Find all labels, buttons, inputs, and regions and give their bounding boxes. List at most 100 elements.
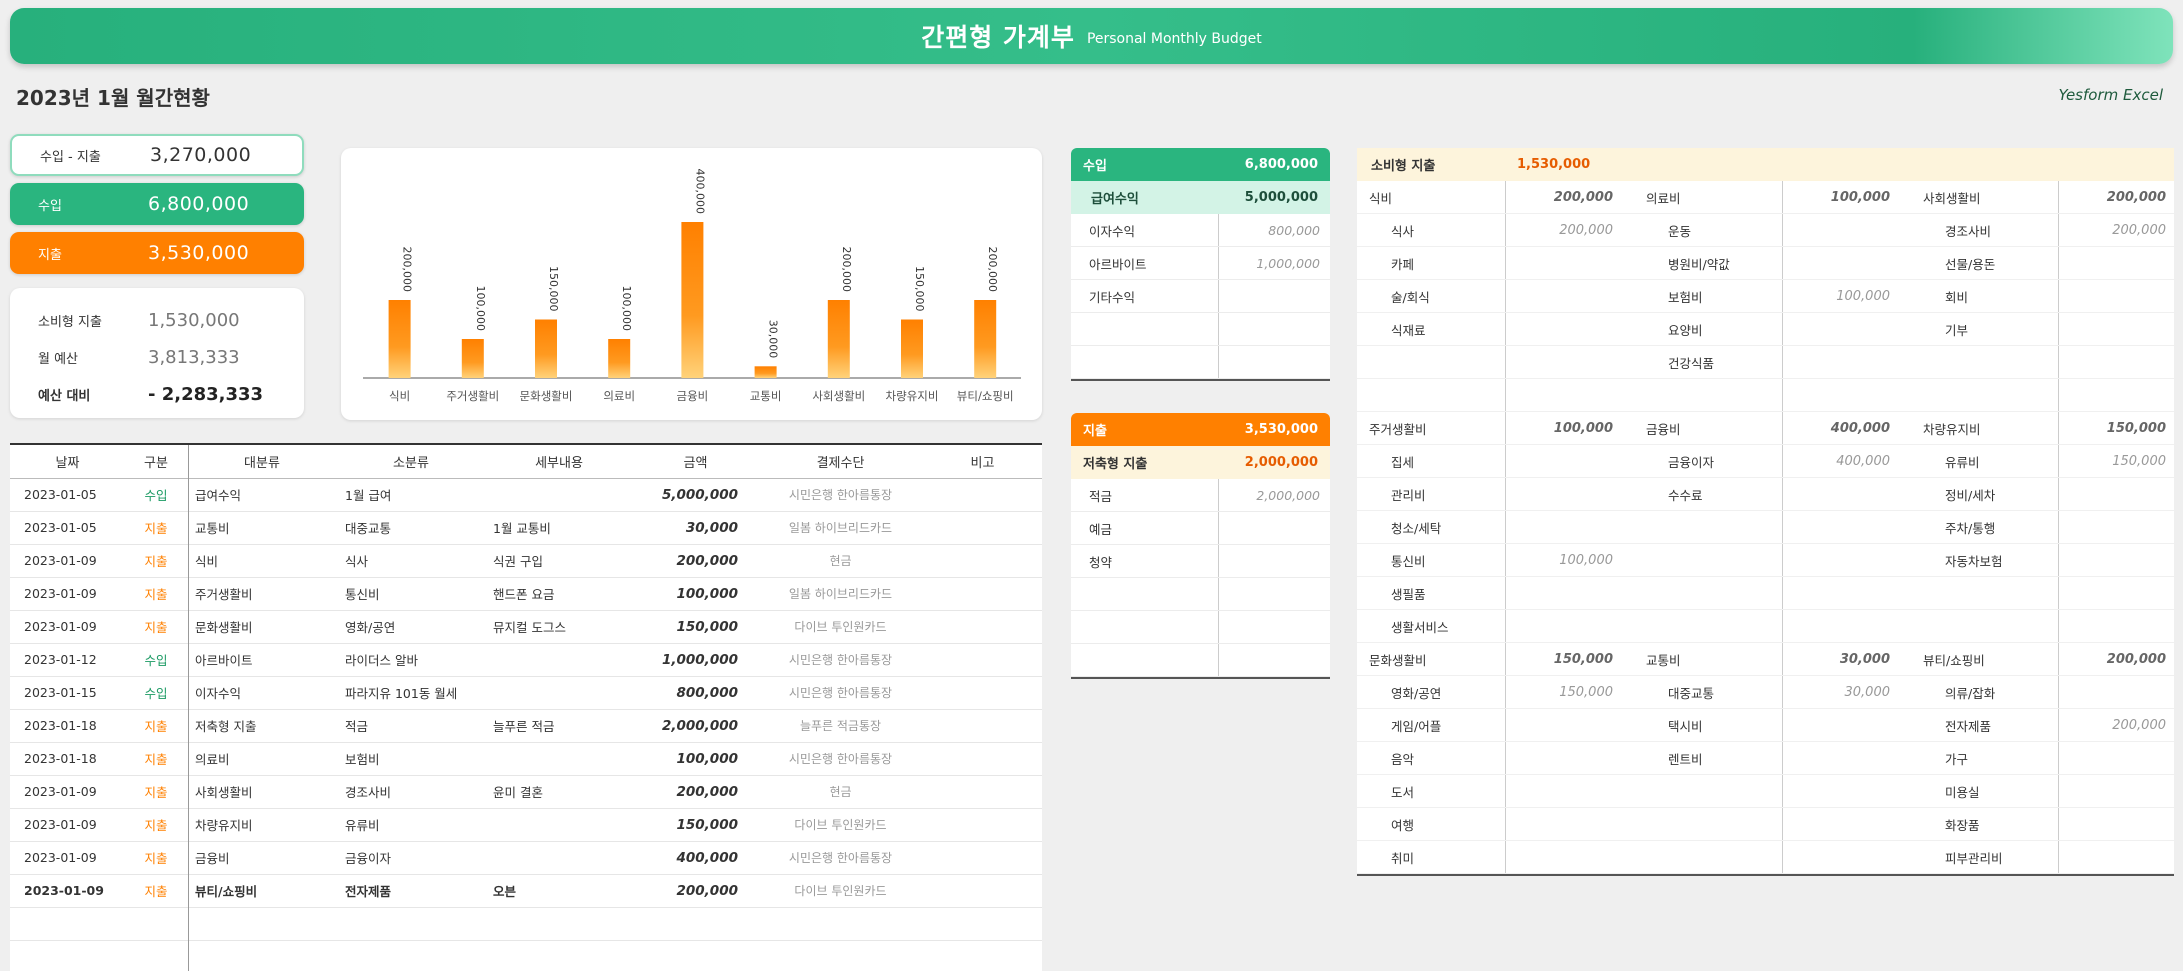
subcategory-value [1505,346,1621,378]
category-total: 100,000 [1782,181,1898,213]
subcategory-value [1505,511,1621,543]
ledger-note [923,841,1042,875]
subcategory-row: 가구 [1911,742,2174,775]
subcategory-value [1505,577,1621,609]
col-note: 비고 [923,445,1042,479]
ledger-payment: 현금 [758,544,923,578]
subcategory-row: 자동차보험 [1911,544,2174,577]
chart-data-label: 200,000 [840,247,853,293]
subcategory-name: 관리비 [1391,487,1426,503]
empty-cell [187,940,337,971]
subcategory-name: 병원비/약값 [1668,256,1730,272]
net-summary: 수입 - 지출 3,270,000 [10,134,304,176]
ledger-minor: 파라지유 101동 월세 [337,676,485,710]
subcategory-name: 렌트비 [1668,751,1703,767]
subcategory-name: 회비 [1945,289,1969,305]
subcategory-row [1911,610,2174,643]
ledger-minor: 식사 [337,544,485,578]
ledger-date: 2023-01-09 [10,577,125,611]
subcategory-value [1505,445,1621,477]
ledger-major: 문화생활비 [187,610,337,644]
brand-label: Yesform Excel [2058,86,2163,104]
income-breakdown: 수입 6,800,000 급여수익 5,000,000 이자수익 800,000 아… [1071,148,1330,381]
subcategory-value [1505,775,1621,807]
chart-bar [827,300,850,378]
subcategory-row: 경조사비 200,000 [1911,214,2174,247]
subcategory-row [1911,346,2174,379]
chart-bar [901,319,923,378]
income-value: 6,800,000 [148,193,250,215]
subcategory-name: 택시비 [1668,718,1703,734]
chart-bar [535,319,557,378]
item-name: 이자수익 [1071,214,1219,246]
subcategory-row: 건강식품 [1634,346,1911,379]
ledger-note [923,610,1042,644]
ledger-date: 2023-01-18 [10,709,125,743]
table-row: 2023-01-05 수입 급여수익 1월 급여 5,000,000 시민은행 한아름통장 [10,478,1042,512]
ledger-minor: 보험비 [337,742,485,776]
subcategory-name: 보험비 [1668,289,1703,305]
consumption-value: 1,530,000 [148,310,240,331]
budget-card: 소비형 지출 1,530,000 월 예산 3,813,333 예산 대비 - … [10,288,304,418]
consumption-header: 소비형 지출 1,530,000 [1357,148,2174,181]
table-row: 2023-01-09 지출 사회생활비 경조사비 윤미 결혼 200,000 현금 [10,775,1042,809]
ledger-minor: 경조사비 [337,775,485,809]
ledger-detail [485,478,633,512]
subcategory-name: 전자제품 [1945,718,1992,734]
ledger-note [923,478,1042,512]
category-total: 150,000 [1505,643,1621,675]
empty-cell [633,940,758,971]
subcategory-value [2058,610,2174,642]
ledger-payment: 일봄 하이브리드카드 [758,577,923,611]
ledger-amount: 1,000,000 [633,643,758,677]
ledger-payment: 늘푸른 적금통장 [758,709,923,743]
ledger-major: 아르바이트 [187,643,337,677]
subcategory-value [1782,775,1898,807]
subcategory-row: 피부관리비 [1911,841,2174,874]
expense-chart-card: 200,000 식비 100,000 주거생활비 150,000 문화생활비 100,000… [341,148,1042,420]
ledger-detail: 1월 교통비 [485,511,633,545]
empty-cell [485,940,633,971]
empty-cell [187,907,337,941]
empty-row [10,940,1042,971]
savings-row: 저축형 지출 2,000,000 [1071,446,1330,479]
ledger-minor: 영화/공연 [337,610,485,644]
subcategory-row: 술/회식 [1357,280,1634,313]
subcategory-row [1634,379,1911,412]
ledger-detail [485,841,633,875]
table-row: 2023-01-09 지출 식비 식사 식권 구입 200,000 현금 [10,544,1042,578]
ledger-date: 2023-01-05 [10,478,125,512]
subcategory-name: 주차/통행 [1945,520,1996,536]
ledger-date: 2023-01-15 [10,676,125,710]
subcategory-name: 가구 [1945,751,1969,767]
subcategory-row: 생필품 [1357,577,1634,610]
subcategory-row: 화장품 [1911,808,2174,841]
ledger-type: 지출 [125,874,187,908]
ledger-minor: 전자제품 [337,874,485,908]
subcategory-value: 150,000 [1505,676,1621,708]
vs-budget-label: 예산 대비 [38,389,91,404]
expense-value: 3,530,000 [148,242,250,264]
ledger-amount: 400,000 [633,841,758,875]
chart-category-label: 교통비 [750,389,782,403]
subcategory-row: 선물/용돈 [1911,247,2174,280]
chart-data-label: 30,000 [767,320,780,359]
ledger-major: 의료비 [187,742,337,776]
empty-cell [337,907,485,941]
monthly-budget-label: 월 예산 [38,352,79,367]
expense-breakdown-total: 3,530,000 [1244,422,1318,437]
item-name [1071,644,1219,676]
subcategory-row: 택시비 [1634,709,1911,742]
subcategory-row: 금융이자 400,000 [1634,445,1911,478]
ledger-amount: 30,000 [633,511,758,545]
subcategory-row: 전자제품 200,000 [1911,709,2174,742]
ledger-type: 지출 [125,544,187,578]
table-row: 2023-01-09 지출 차량유지비 유류비 150,000 다이브 투인원카드 [10,808,1042,842]
list-item: 청약 [1071,545,1330,578]
subcategory-value: 100,000 [1505,544,1621,576]
subcategory-row: 도서 [1357,775,1634,808]
chart-data-label: 150,000 [547,266,560,312]
category-column: 뷰티/쇼핑비 200,000 의류/잡화 전자제품 200,000 가구 미용실 화장품 피부관… [1911,643,2174,874]
category-total: 200,000 [1505,181,1621,213]
chart-category-label: 차량유지비 [886,389,939,403]
